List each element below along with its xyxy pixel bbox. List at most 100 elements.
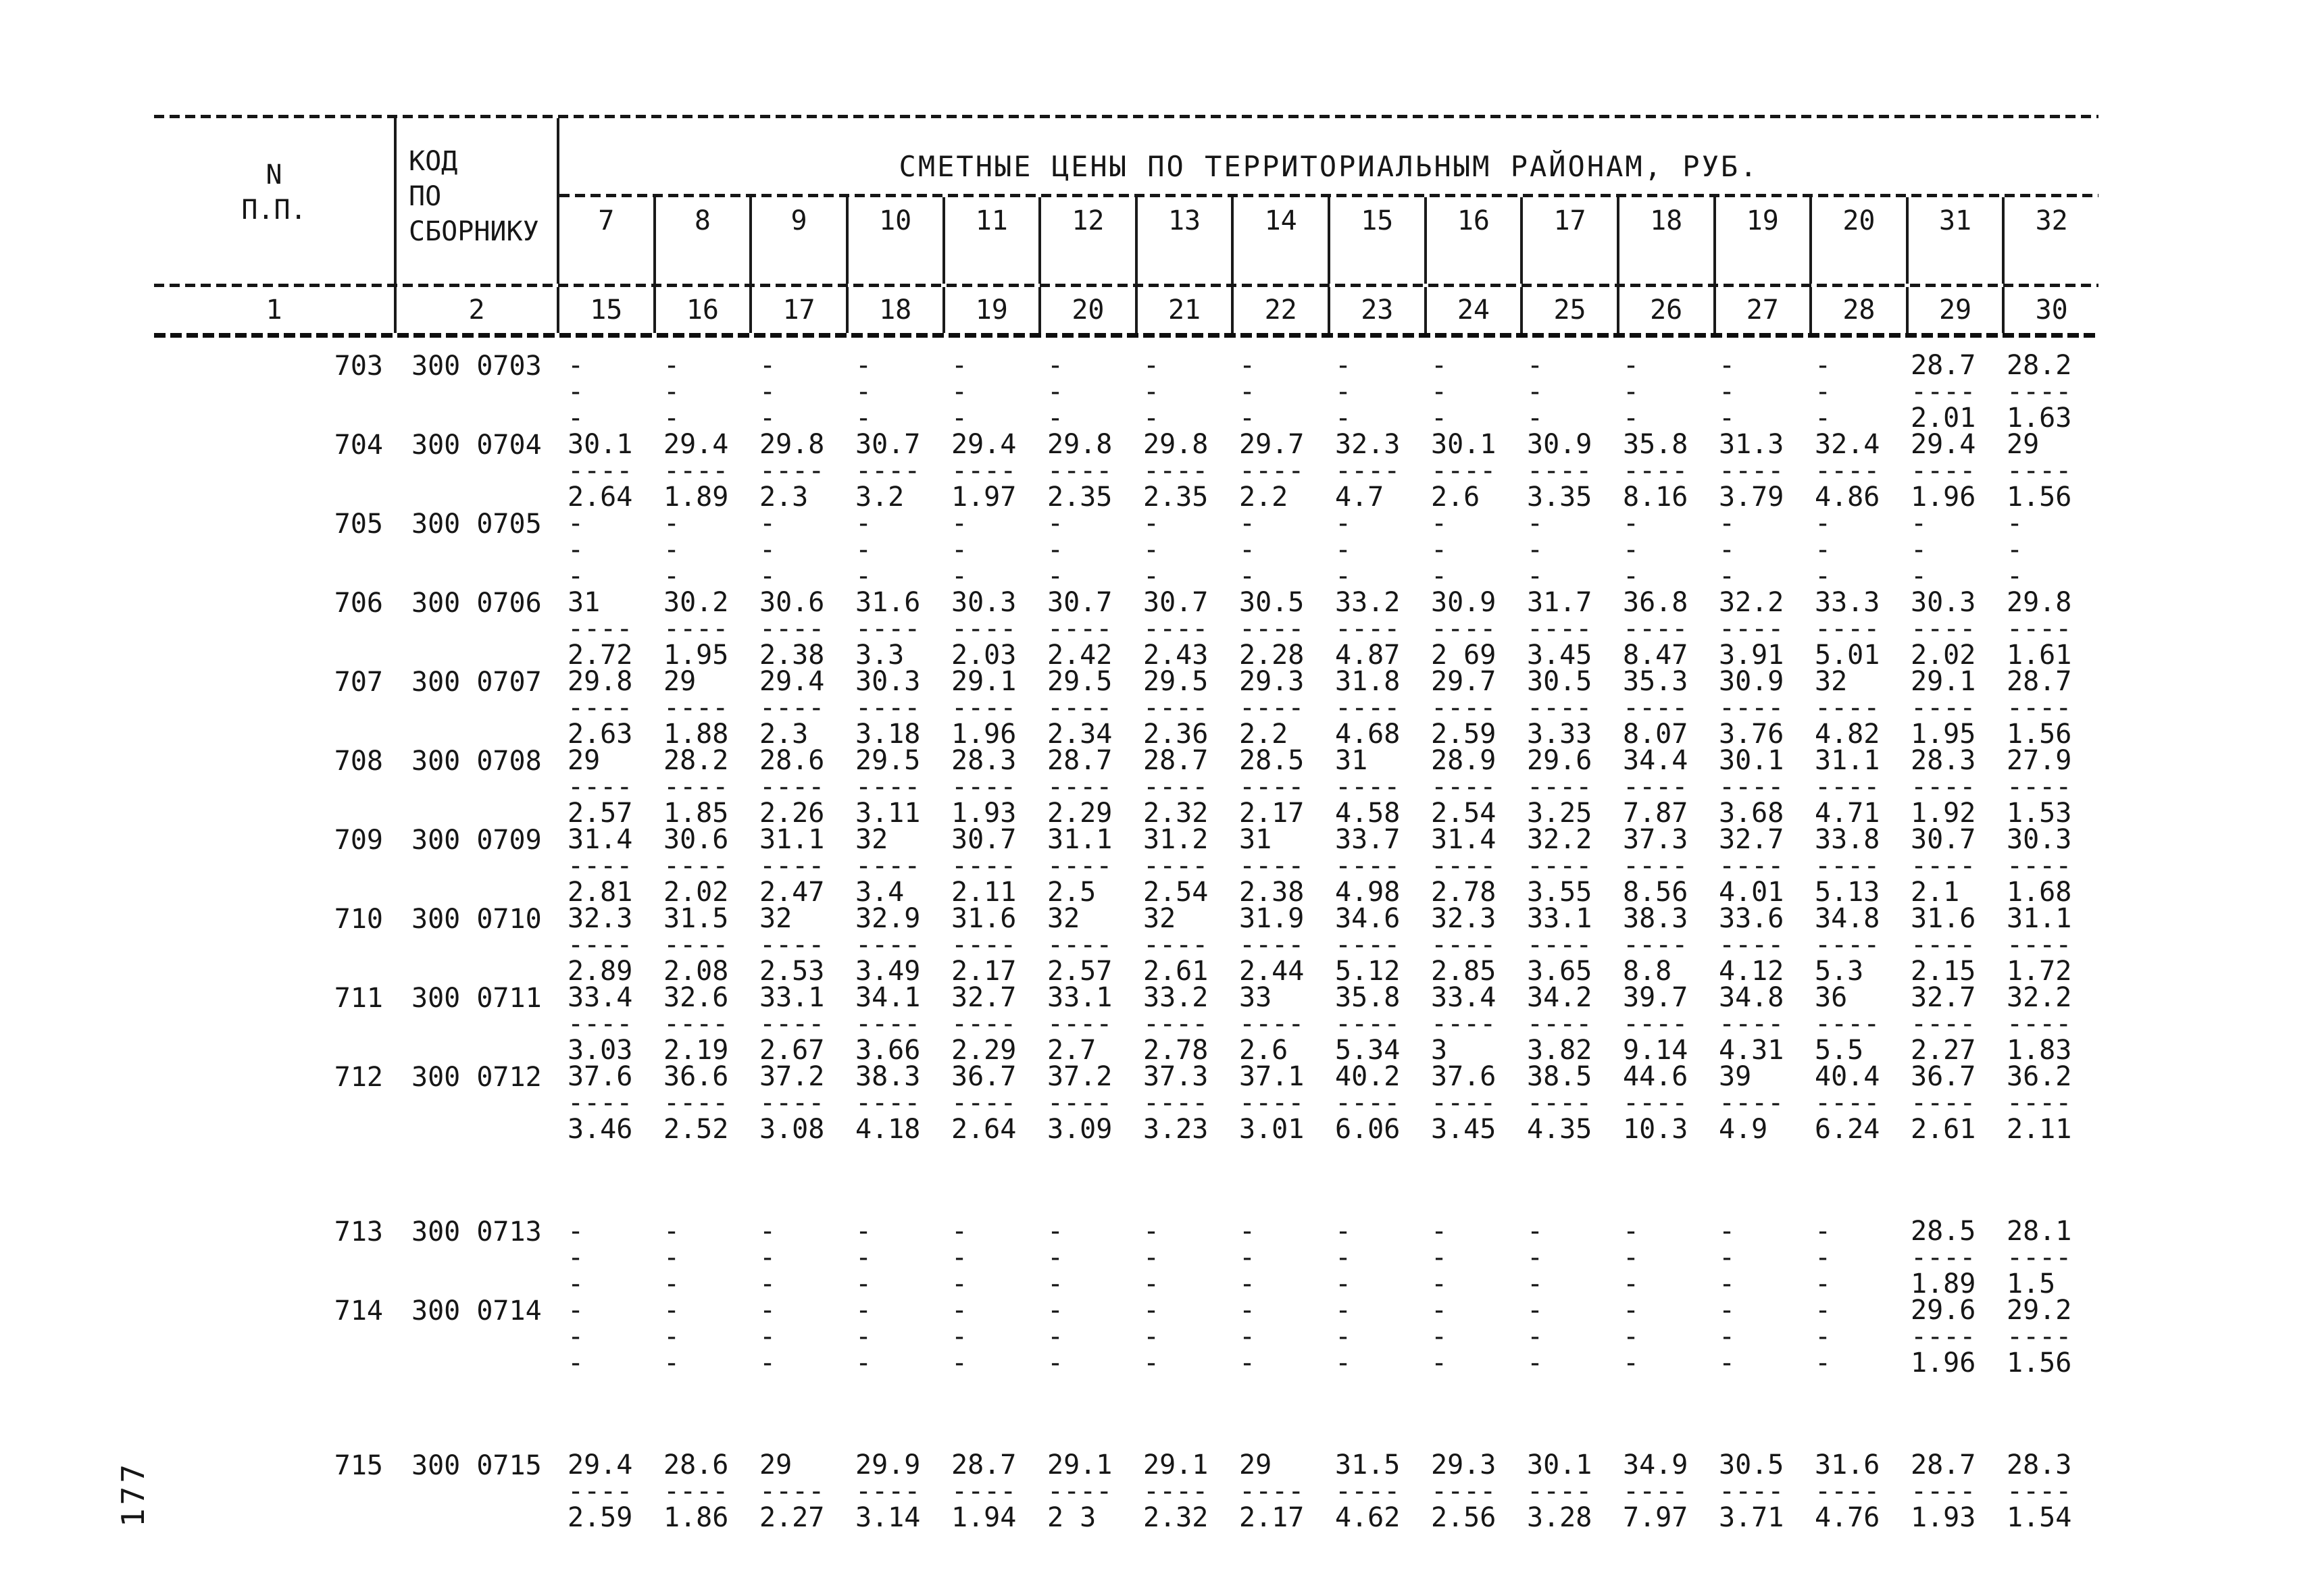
price-cell: 33.1 ---- 2.67 — [751, 984, 847, 1064]
price-top: 31 — [1239, 824, 1272, 855]
price-top: 29.4 — [951, 429, 1017, 460]
price-cell: 39 ---- 4.9 — [1711, 1063, 1807, 1143]
dash-placeholder: - — [1623, 534, 1640, 565]
price-top: 29.1 — [1143, 1449, 1209, 1481]
dash-placeholder: - — [1335, 1268, 1352, 1299]
dash-placeholder: - — [1719, 561, 1736, 592]
price-top: 33.2 — [1335, 587, 1401, 618]
dash-placeholder: - — [1239, 1268, 1256, 1299]
price-bottom: 2.17 — [951, 956, 1017, 987]
fraction-rule: ---- — [951, 771, 1017, 802]
price-cell: 31.1 ---- 1.72 — [1998, 905, 2094, 985]
column-index-row: 1 2 15 16 17 18 19 20 21 22 23 24 25 26 27 28 29 30 — [154, 287, 2098, 333]
index-number: 25 — [1523, 287, 1619, 333]
price-cell: 29.1 ---- 1.95 — [1903, 668, 1998, 748]
price-cell: 33.4 ---- 3 — [1423, 982, 1519, 1064]
price-cell: 29.7 ---- 2.59 — [1423, 668, 1519, 748]
price-top: 28.6 — [759, 745, 825, 776]
price-cell: --- — [1423, 1218, 1519, 1297]
fraction-rule: ---- — [1335, 929, 1401, 960]
row-code: 300 0714 — [411, 1295, 542, 1327]
price-cell: 34.8 ---- 4.31 — [1711, 982, 1807, 1064]
fraction-rule: ---- — [1431, 455, 1496, 486]
price-cell: 28.7 ---- 2.32 — [1135, 747, 1231, 827]
price-bottom: 2.17 — [1239, 798, 1305, 829]
index-number: 28 — [1812, 287, 1909, 333]
price-top: - — [951, 350, 968, 381]
row-code: 300 0713 — [411, 1216, 542, 1247]
dash-placeholder: - — [759, 1242, 776, 1273]
price-cell: 30.3 ---- 3.18 — [847, 668, 943, 748]
fraction-rule: ---- — [1431, 692, 1496, 723]
price-bottom: 4.76 — [1815, 1502, 1880, 1533]
price-top: 27.9 — [2007, 745, 2072, 776]
price-top: 30.1 — [1431, 429, 1496, 460]
dash-placeholder: - — [759, 534, 776, 565]
price-cell: 29 ---- 1.88 — [655, 668, 751, 748]
table-row: 703 300 0703- - - - - - - - - - - - - - - - - - - - - - - - - - - - -… — [154, 350, 2098, 432]
fraction-rule: ---- — [568, 771, 633, 802]
dash-placeholder: - — [855, 534, 872, 565]
price-cell: --- — [1615, 1297, 1711, 1376]
price-top: 31.3 — [1719, 429, 1784, 460]
fraction-rule: ---- — [759, 692, 825, 723]
price-top: 29.4 — [568, 1449, 633, 1481]
index-number: 19 — [945, 287, 1042, 333]
fraction-rule: ---- — [568, 1008, 633, 1039]
price-top: - — [1623, 350, 1640, 381]
fraction-rule: ---- — [1239, 1476, 1305, 1507]
price-bottom: 2.3 — [759, 482, 809, 513]
price-bottom: 4.12 — [1719, 956, 1784, 987]
fraction-rule: ---- — [951, 850, 1017, 881]
price-bottom: 4.82 — [1815, 719, 1880, 750]
price-top: 30.7 — [951, 824, 1017, 855]
price-cell: --- — [751, 1218, 847, 1297]
dash-placeholder: - — [1815, 534, 1832, 565]
index-number: 16 — [656, 287, 753, 333]
dash-placeholder: - — [1719, 534, 1736, 565]
price-cell: 28.2 ---- 1.85 — [655, 747, 751, 827]
price-top: 36.6 — [663, 1061, 729, 1092]
price-cell: 29.8 ---- 2.3 — [751, 431, 847, 513]
fraction-rule: ---- — [951, 1476, 1017, 1507]
table-row: 713 300 0713- - - - - - - - - - - - - - - - - - - - - - - - - - - - -… — [154, 1218, 2098, 1297]
row-number: 708 — [334, 746, 383, 777]
district-number: 16 — [1427, 197, 1524, 284]
price-cell: 28.2 ---- 1.63 — [1998, 350, 2094, 432]
price-cell: --- — [655, 508, 751, 590]
fraction-rule: ---- — [663, 1087, 729, 1118]
fraction-rule: ---- — [1623, 1008, 1688, 1039]
price-top: 29.1 — [1047, 1449, 1113, 1481]
row-code: 300 0711 — [411, 983, 542, 1014]
dash-placeholder: - — [1815, 1242, 1832, 1273]
dash-placeholder: - — [1815, 1268, 1832, 1299]
price-cell: 29.4 ---- 2.59 — [559, 1449, 655, 1531]
price-top: 28.1 — [2007, 1216, 2072, 1247]
price-cell: 32.2 ---- 1.83 — [1998, 984, 2094, 1064]
price-bottom: 2.72 — [568, 640, 633, 671]
price-cell: --- — [1615, 510, 1711, 590]
price-cell: 29.4 ---- 2.3 — [751, 668, 847, 748]
dash-placeholder: - — [1431, 1321, 1448, 1352]
fraction-rule: ---- — [2007, 455, 2072, 486]
price-top: 29.5 — [855, 745, 921, 776]
price-top: 33.4 — [1431, 982, 1496, 1013]
fraction-rule: ---- — [1143, 692, 1209, 723]
price-cell: 31.6 ---- 3.3 — [847, 589, 943, 669]
price-cell: 31.9 ---- 2.44 — [1231, 905, 1327, 985]
price-top: 34.8 — [1719, 982, 1784, 1013]
price-cell: 31.1 ---- 2.5 — [1039, 826, 1135, 906]
district-number: 9 — [752, 197, 849, 284]
price-cell: 32.4 ---- 4.86 — [1807, 431, 1903, 511]
price-cell: --- — [655, 352, 751, 432]
dash-placeholder: - — [1815, 1321, 1832, 1352]
price-top: - — [663, 508, 680, 539]
price-bottom: 2.54 — [1143, 877, 1209, 908]
price-top: 36 — [1815, 982, 1848, 1013]
price-top: 28.2 — [2007, 350, 2072, 381]
price-bottom: 2.19 — [663, 1035, 729, 1066]
price-bottom: 3.68 — [1719, 798, 1784, 829]
price-bottom: 2.38 — [759, 640, 825, 671]
price-top: 33.6 — [1719, 903, 1784, 934]
price-top: 33.4 — [568, 982, 633, 1013]
